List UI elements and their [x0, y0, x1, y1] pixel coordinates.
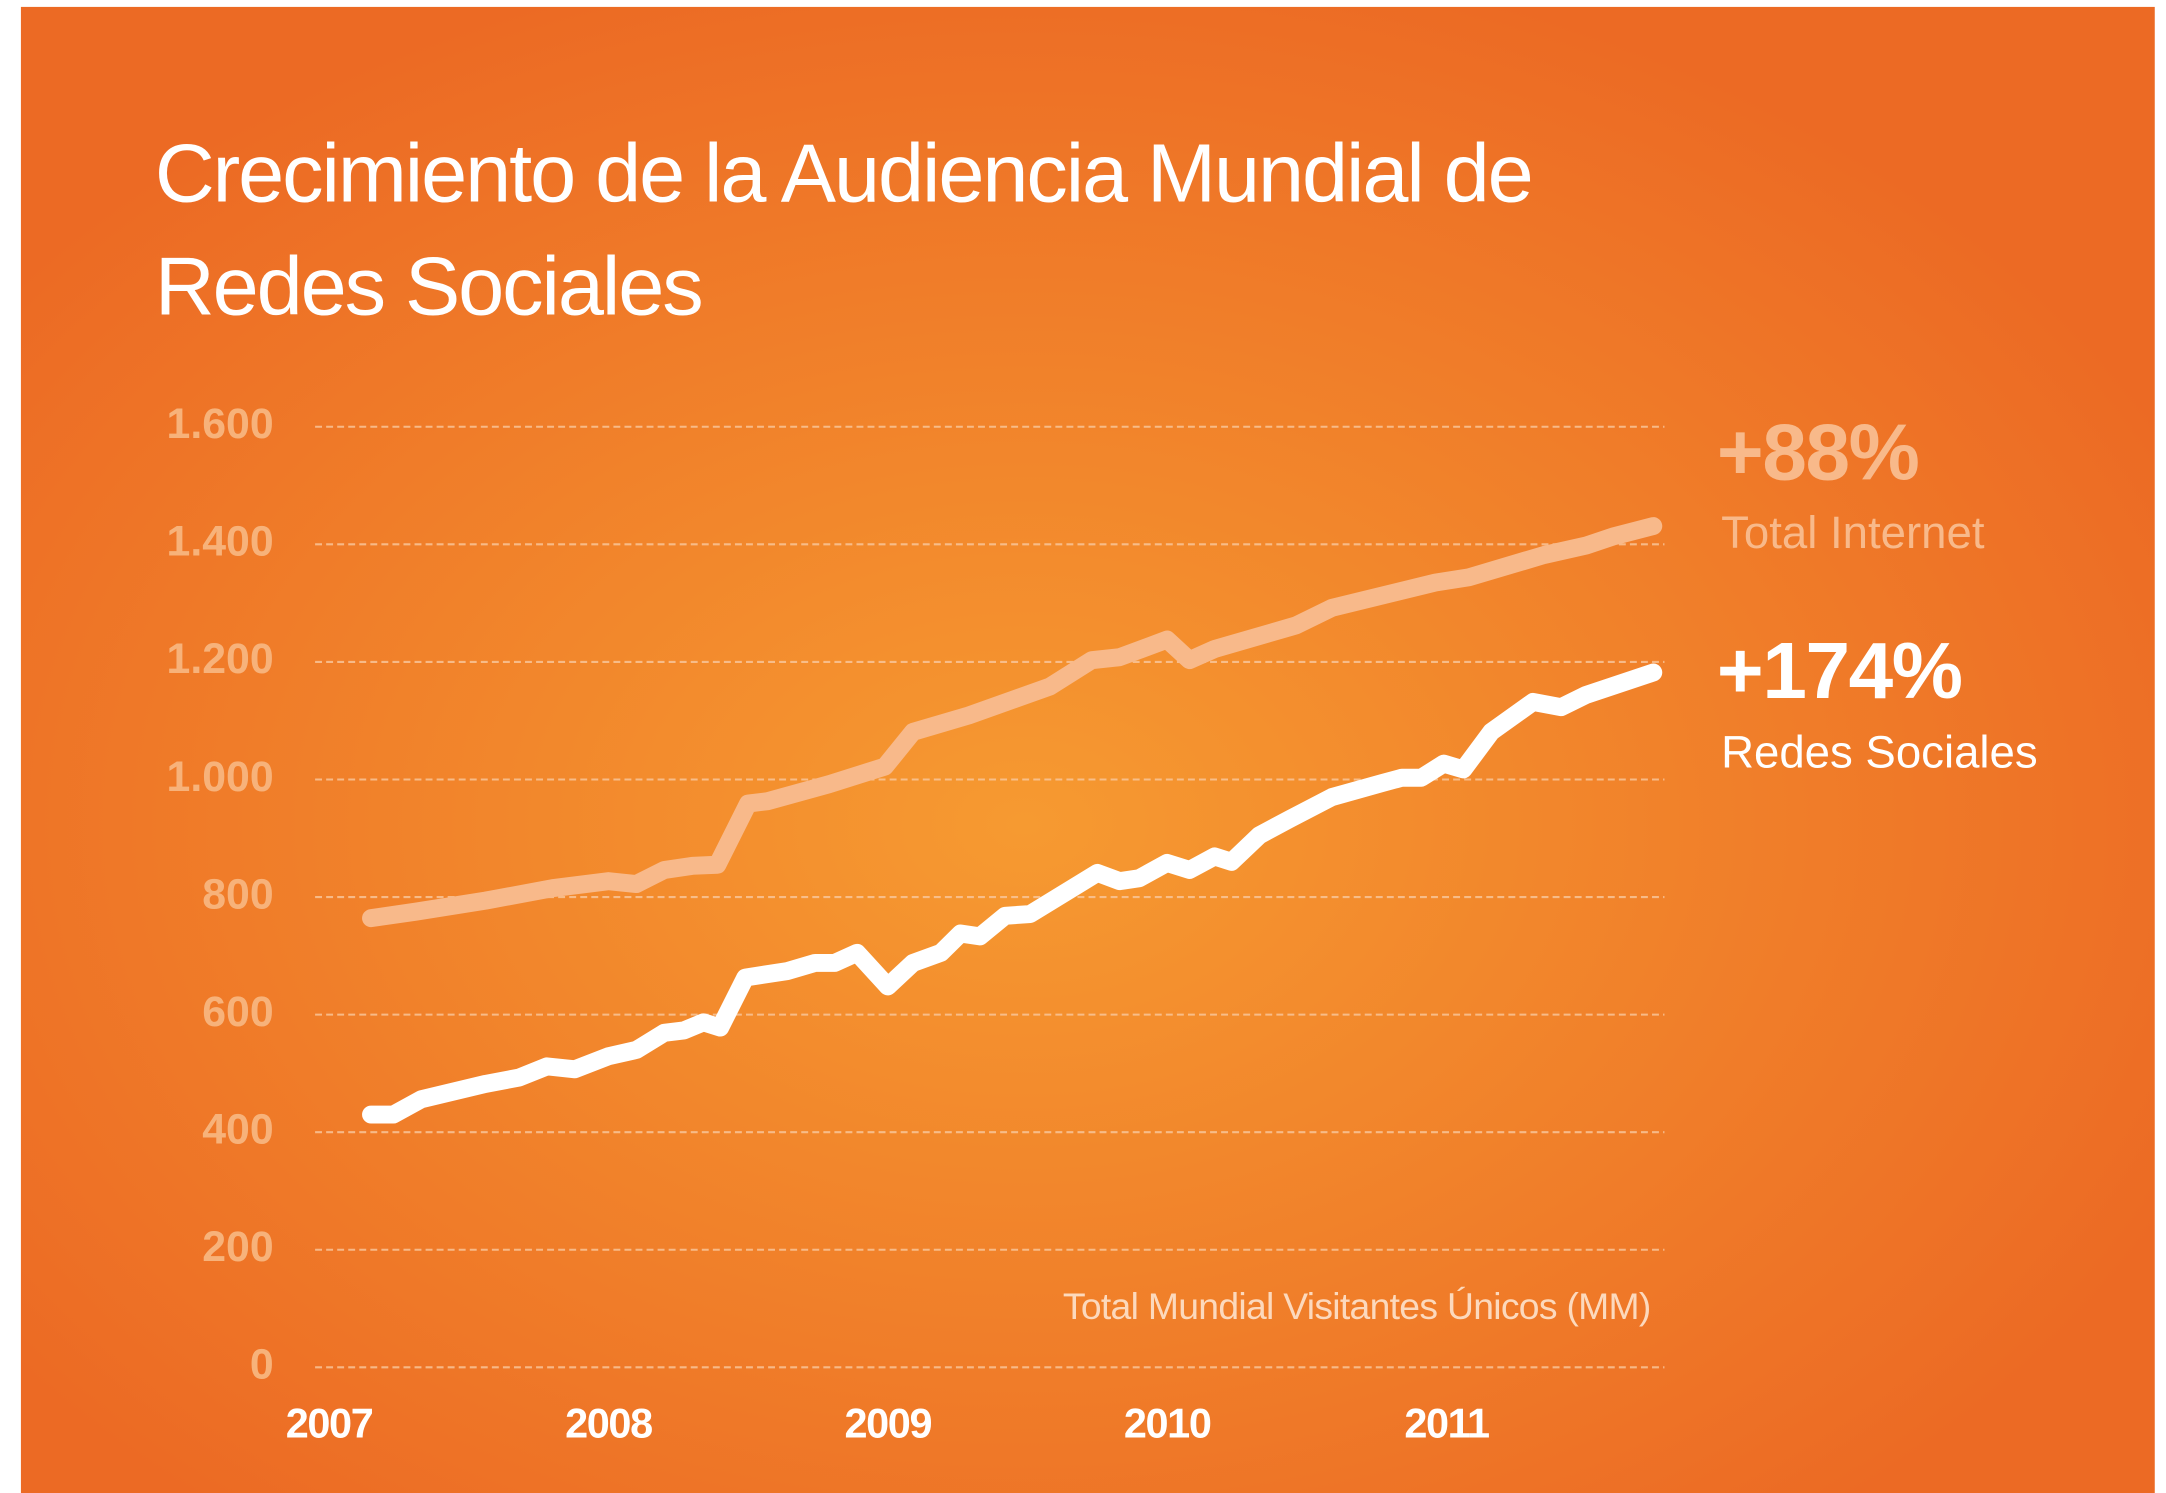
y-tick-label: 0	[250, 1341, 274, 1389]
x-tick-label: 2008	[565, 1400, 652, 1447]
legend-label: Redes Sociales	[1721, 727, 2038, 778]
series-annotation: +88%	[1717, 407, 1919, 497]
y-tick-label: 600	[202, 988, 273, 1036]
x-tick-label: 2007	[286, 1400, 373, 1447]
series-annotation: +174%	[1717, 625, 1962, 715]
background	[20, 6, 2155, 1493]
series-line	[362, 517, 1663, 928]
y-tick-label: 1.400	[167, 518, 274, 566]
y-tick-label: 1.200	[167, 635, 274, 683]
x-tick-label: 2011	[1404, 1400, 1489, 1447]
x-tick-label: 2009	[844, 1400, 931, 1447]
series-line	[362, 663, 1663, 1124]
y-tick-label: 800	[202, 870, 273, 918]
chart-title: Crecimiento de la Audiencia Mundial de	[155, 126, 1532, 219]
y-tick-label: 1.600	[167, 400, 274, 448]
axis-note: Total Mundial Visitantes Únicos (MM)	[1063, 1285, 1651, 1327]
x-tick-label: 2010	[1124, 1400, 1211, 1447]
y-tick-label: 400	[202, 1105, 273, 1153]
chart-title: Redes Sociales	[155, 240, 702, 333]
y-tick-label: 200	[202, 1223, 273, 1271]
y-tick-label: 1.000	[167, 753, 274, 801]
legend-label: Total Internet	[1721, 507, 1985, 558]
